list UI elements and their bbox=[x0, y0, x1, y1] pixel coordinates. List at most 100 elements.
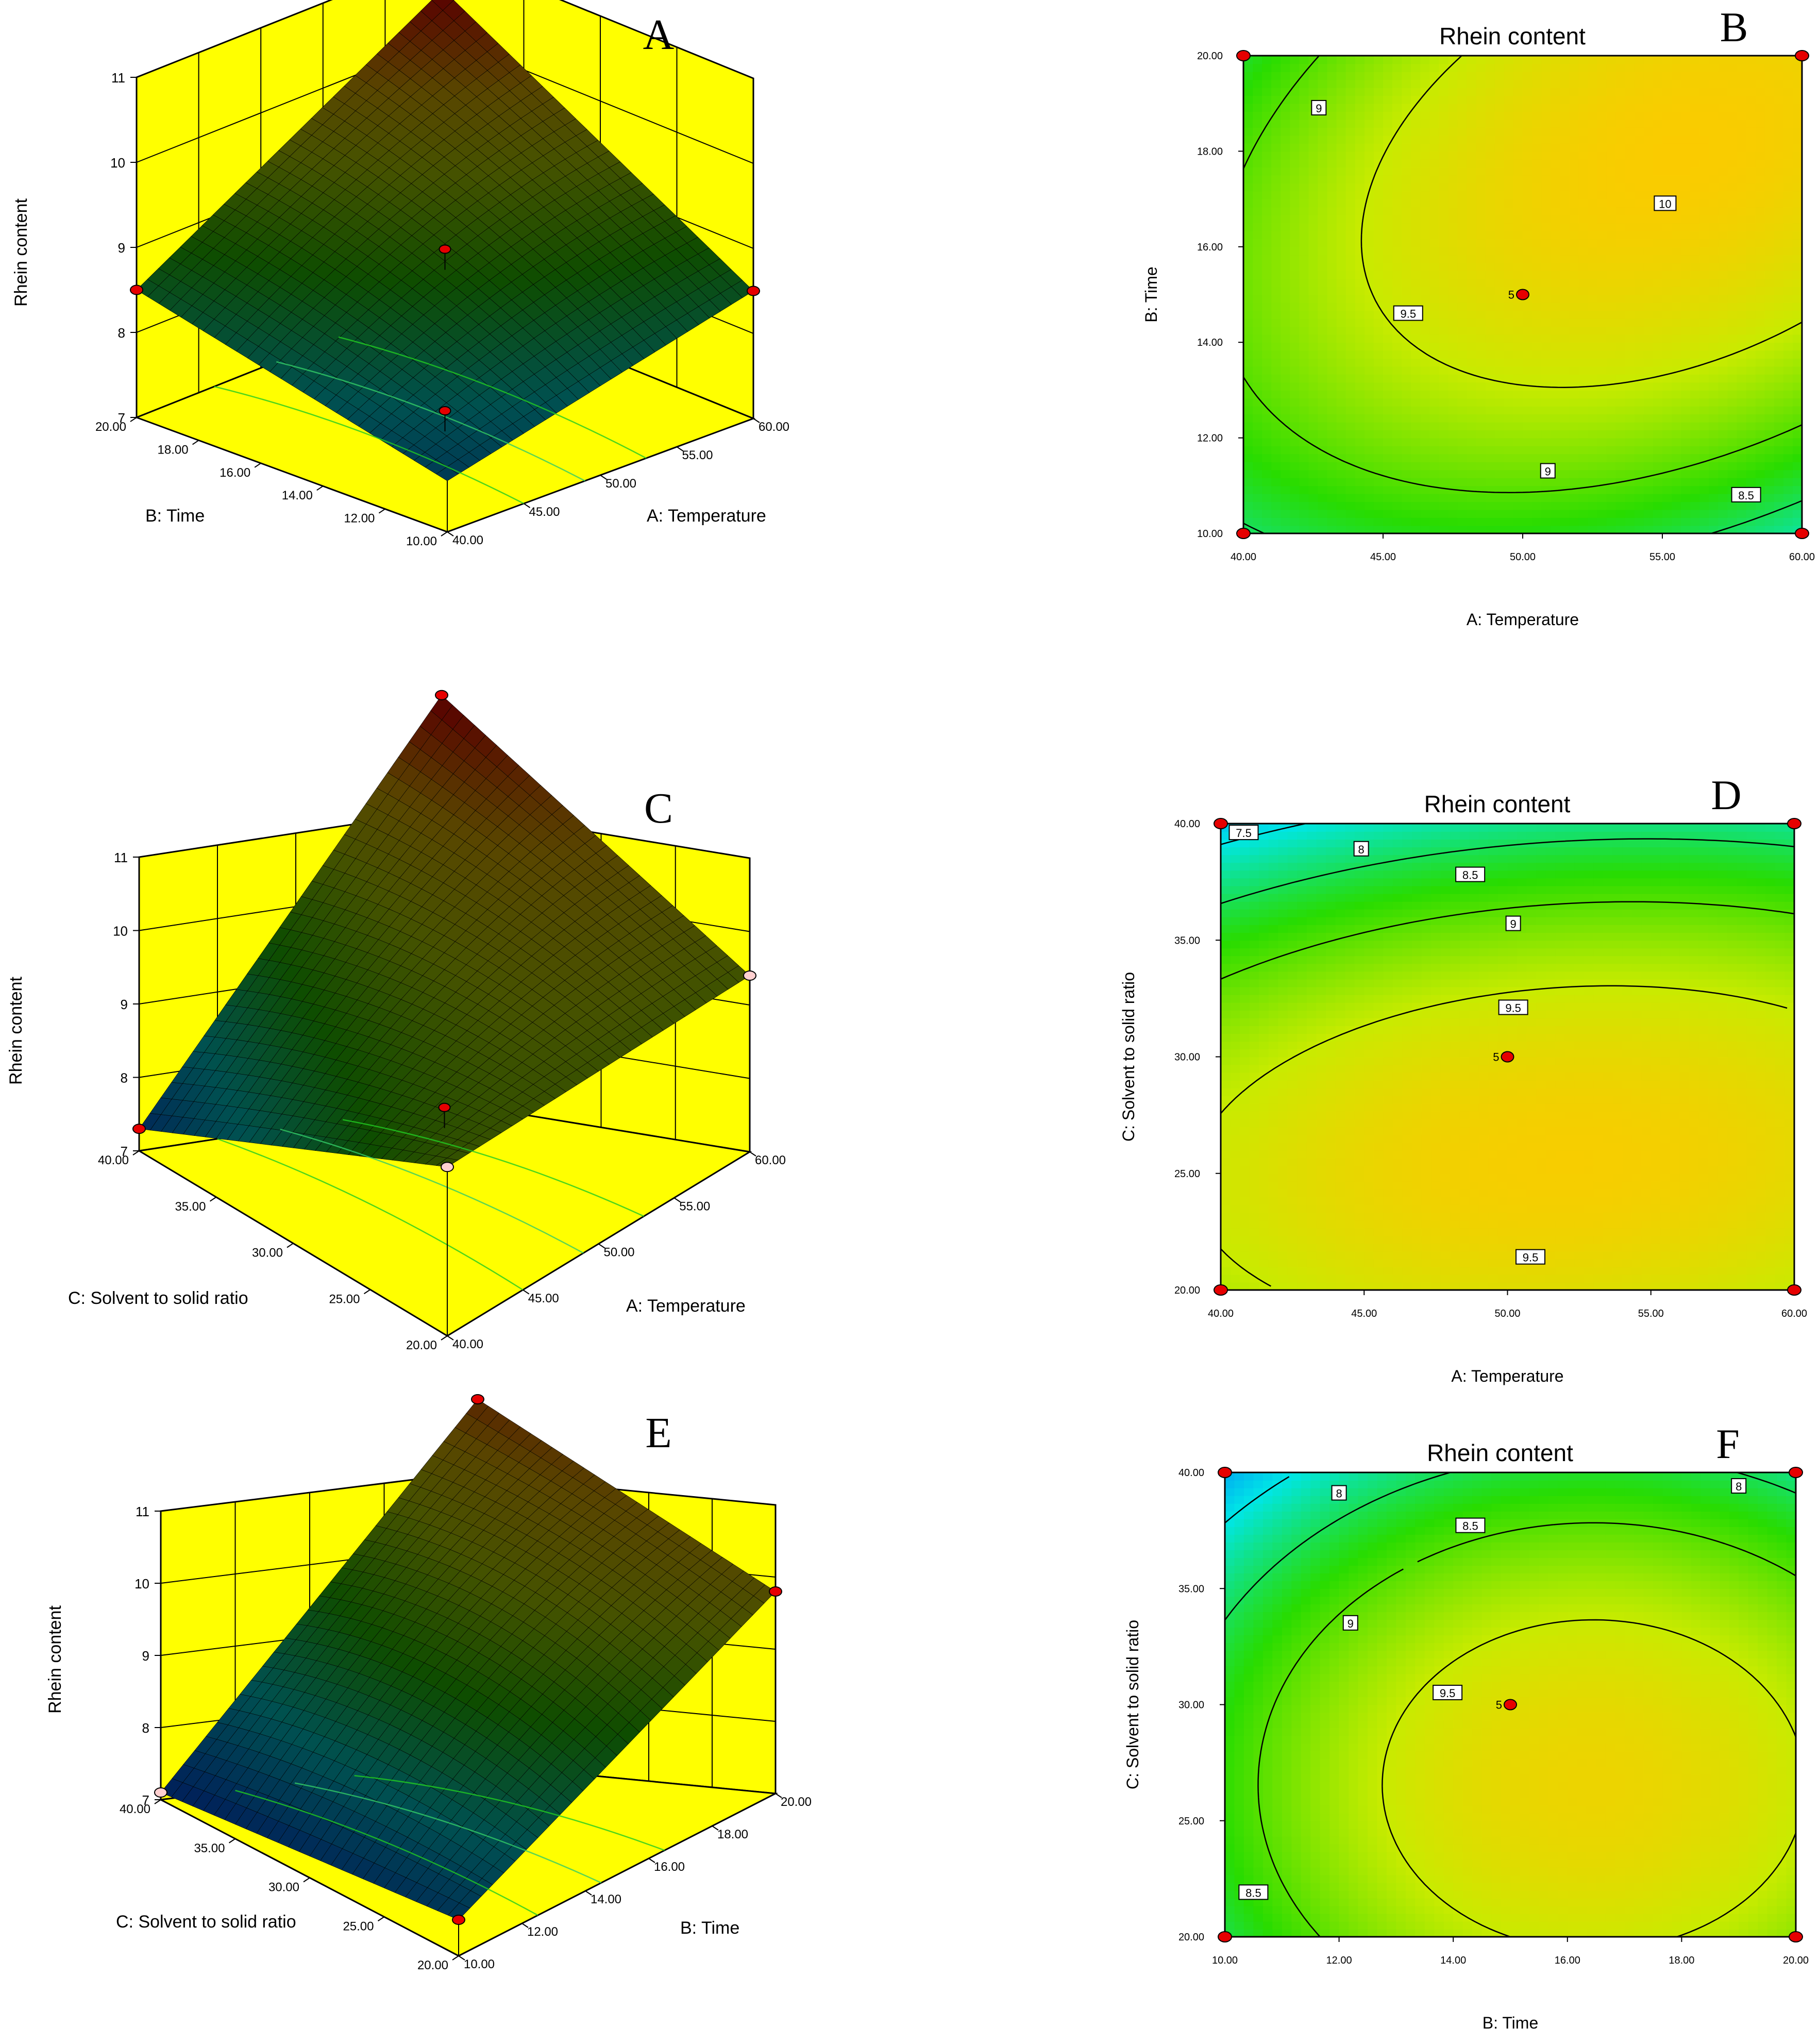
color-cell bbox=[1243, 63, 1253, 72]
color-cell bbox=[1429, 135, 1440, 144]
color-cell bbox=[1755, 111, 1765, 120]
color-cell bbox=[1746, 183, 1756, 192]
color-cell bbox=[1485, 358, 1495, 367]
color-cell bbox=[1383, 398, 1393, 407]
color-cell bbox=[1439, 382, 1449, 391]
color-cell bbox=[1551, 525, 1561, 534]
color-cell bbox=[1392, 239, 1402, 247]
color-cell bbox=[1411, 509, 1421, 518]
color-cell bbox=[1792, 262, 1803, 271]
color-cell bbox=[1318, 135, 1328, 144]
color-cell bbox=[1523, 430, 1532, 439]
color-cell bbox=[1569, 56, 1579, 64]
color-cell bbox=[1383, 350, 1393, 359]
color-cell bbox=[1281, 326, 1291, 335]
color-cell bbox=[1318, 485, 1328, 494]
color-cell bbox=[1262, 151, 1272, 160]
color-cell bbox=[1727, 358, 1738, 367]
color-cell bbox=[1308, 223, 1319, 231]
color-cell bbox=[1299, 223, 1309, 231]
color-cell bbox=[1523, 207, 1532, 215]
color-cell bbox=[1746, 151, 1756, 160]
color-cell bbox=[1262, 406, 1272, 415]
color-cell bbox=[1402, 422, 1411, 430]
contour-label-box bbox=[1393, 305, 1423, 321]
color-cell bbox=[1308, 318, 1319, 327]
color-cell bbox=[1643, 215, 1654, 224]
color-cell bbox=[1457, 287, 1468, 295]
color-cell bbox=[1513, 207, 1523, 215]
color-cell bbox=[1699, 239, 1710, 247]
color-cell bbox=[1588, 485, 1598, 494]
color-cell bbox=[1764, 95, 1775, 104]
color-cell bbox=[1532, 151, 1542, 160]
color-cell bbox=[1588, 183, 1598, 192]
color-cell bbox=[1606, 294, 1616, 303]
color-cell bbox=[1792, 477, 1803, 487]
color-cell bbox=[1662, 414, 1672, 423]
color-cell bbox=[1746, 374, 1756, 383]
x-tick-label: 40.00 bbox=[1231, 551, 1256, 563]
color-cell bbox=[1504, 262, 1514, 271]
color-cell bbox=[1551, 103, 1561, 112]
color-cell bbox=[1513, 271, 1523, 279]
color-cell bbox=[1243, 159, 1253, 168]
color-cell bbox=[1523, 135, 1532, 144]
color-cell bbox=[1318, 430, 1328, 439]
color-cell bbox=[1327, 334, 1337, 343]
color-cell bbox=[1402, 143, 1411, 152]
color-cell bbox=[1336, 366, 1346, 375]
color-cell bbox=[1541, 374, 1551, 383]
color-cell bbox=[1541, 111, 1551, 120]
color-cell bbox=[1709, 159, 1719, 168]
color-cell bbox=[1253, 175, 1262, 184]
color-cell bbox=[1597, 239, 1607, 247]
color-cell bbox=[1541, 175, 1551, 184]
color-cell bbox=[1308, 350, 1319, 359]
color-cell bbox=[1764, 326, 1775, 335]
color-cell bbox=[1448, 509, 1458, 518]
color-cell bbox=[1318, 127, 1328, 136]
color-cell bbox=[1457, 159, 1468, 168]
color-cell bbox=[1318, 63, 1328, 72]
color-cell bbox=[1504, 350, 1514, 359]
color-cell bbox=[1457, 175, 1468, 184]
color-cell bbox=[1792, 271, 1803, 279]
color-cell bbox=[1439, 438, 1449, 446]
color-cell bbox=[1755, 151, 1765, 160]
panel-b-contour-plot: 40.00 45.00 50.00 55.00 60.0010.0012.0014.00… bbox=[1142, 4, 1815, 629]
color-cell bbox=[1532, 477, 1542, 487]
color-cell bbox=[1513, 525, 1523, 534]
color-cell bbox=[1457, 199, 1468, 208]
color-cell bbox=[1355, 278, 1365, 287]
color-cell bbox=[1615, 135, 1626, 144]
color-cell bbox=[1504, 398, 1514, 407]
color-cell bbox=[1774, 95, 1784, 104]
color-cell bbox=[1513, 223, 1523, 231]
z-tick-label: 11 bbox=[111, 70, 125, 86]
color-cell bbox=[1634, 63, 1644, 72]
color-cell bbox=[1541, 485, 1551, 494]
y-tick-label: 20.00 bbox=[95, 420, 126, 434]
color-cell bbox=[1606, 79, 1616, 88]
color-cell bbox=[1532, 135, 1542, 144]
color-cell bbox=[1699, 485, 1710, 494]
color-cell bbox=[1560, 462, 1570, 471]
color-cell bbox=[1336, 143, 1346, 152]
color-cell bbox=[1792, 63, 1803, 72]
color-cell bbox=[1681, 342, 1691, 351]
color-cell bbox=[1327, 446, 1337, 455]
color-cell bbox=[1467, 215, 1477, 224]
color-cell bbox=[1271, 255, 1282, 263]
color-cell bbox=[1523, 191, 1532, 199]
color-cell bbox=[1411, 135, 1421, 144]
color-cell bbox=[1643, 454, 1654, 462]
color-cell bbox=[1681, 438, 1691, 446]
color-cell bbox=[1262, 79, 1272, 88]
color-cell bbox=[1737, 79, 1747, 88]
y-tick-label: 10.00 bbox=[406, 534, 437, 548]
color-cell bbox=[1299, 151, 1309, 160]
color-cell bbox=[1513, 135, 1523, 144]
color-cell bbox=[1792, 303, 1803, 311]
color-cell bbox=[1523, 127, 1532, 136]
